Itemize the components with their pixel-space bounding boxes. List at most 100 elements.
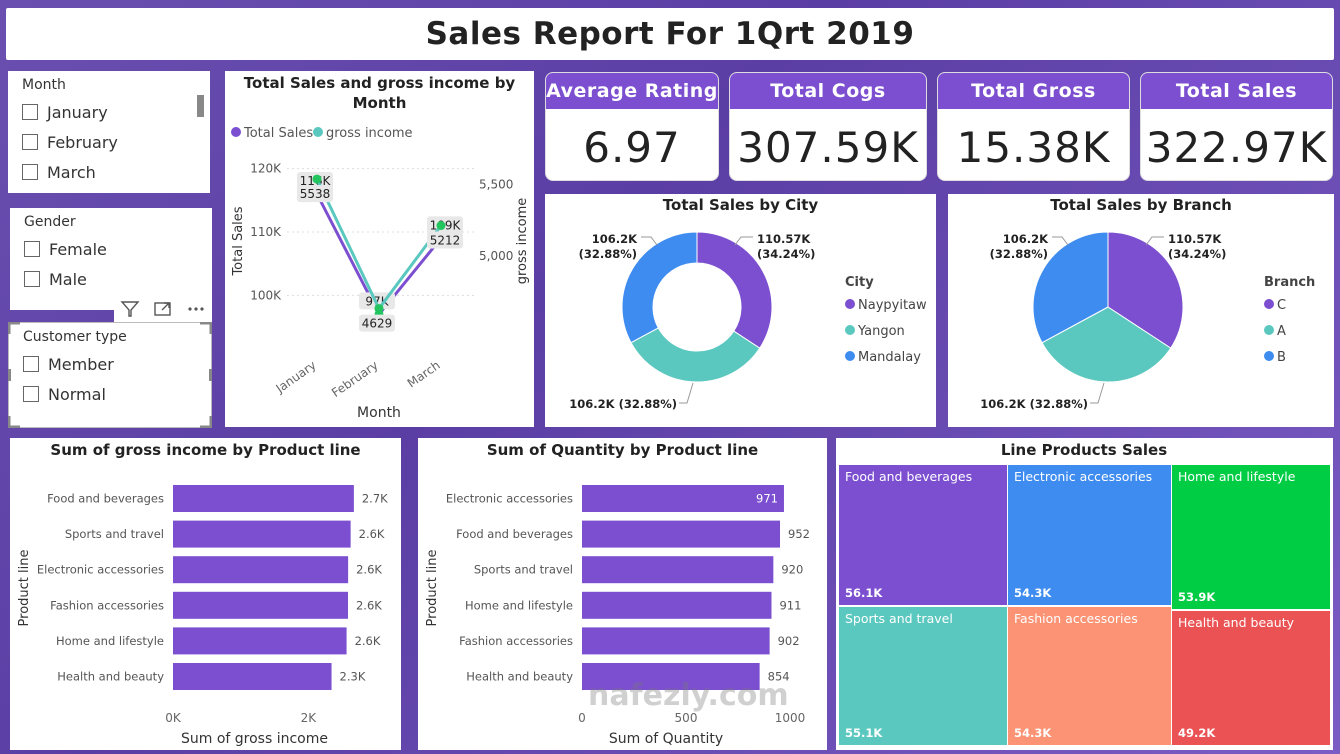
bar-value-label: 911: [779, 598, 801, 612]
leader-line: [1145, 236, 1164, 246]
kpi-label: Average Rating: [546, 73, 718, 109]
bar-value-label: 971: [756, 492, 778, 506]
legend-marker: [1264, 351, 1274, 361]
report-title-bar: Sales Report For 1Qrt 2019: [6, 8, 1334, 60]
kpi-value: 15.38K: [956, 123, 1111, 172]
gender-option-male[interactable]: Male: [24, 264, 198, 294]
legend-label: Yangon: [857, 324, 905, 339]
slicer-scrollbar[interactable]: [197, 95, 204, 117]
y2-axis-label: gross income: [515, 198, 530, 285]
focus-mode-icon[interactable]: [153, 300, 173, 318]
report-title: Sales Report For 1Qrt 2019: [425, 16, 915, 52]
x-tick-label: 0K: [165, 711, 182, 725]
checkbox[interactable]: [23, 386, 39, 402]
tile-name: Health and beauty: [1178, 615, 1295, 630]
x-axis-label: Month: [357, 405, 401, 421]
checkbox[interactable]: [22, 134, 38, 150]
bar-value-label: 952: [788, 527, 810, 541]
legend-label: gross income: [326, 126, 413, 141]
tile-name: Fashion accessories: [1014, 611, 1138, 626]
bar-value-label: 2.7K: [362, 492, 388, 506]
chart-title: Total Sales by Branch: [1050, 196, 1232, 214]
data-point: [436, 221, 446, 231]
treemap-tile: [1008, 607, 1171, 745]
kpi-value: 322.97K: [1145, 123, 1328, 172]
gender-option-female[interactable]: Female: [24, 234, 198, 264]
bar: [582, 556, 774, 584]
category-label: Home and lifestyle: [465, 598, 573, 612]
more-options-icon[interactable]: [186, 300, 206, 318]
chart-title: Line Products Sales: [1001, 441, 1167, 459]
kpi-total-sales: Total Sales 322.97K: [1140, 72, 1333, 181]
month-option-march[interactable]: March: [22, 157, 196, 187]
chart-title: Sum of gross income by Product line: [50, 441, 360, 459]
treemap-tile: [1008, 465, 1171, 605]
customer-type-slicer: Customer type Member Normal: [8, 322, 212, 428]
legend-title: Branch: [1264, 275, 1315, 290]
bar: [173, 485, 354, 512]
kpi-label: Total Sales: [1141, 73, 1332, 109]
legend-marker: [845, 299, 855, 309]
data-label: 4629: [362, 317, 393, 331]
checkbox[interactable]: [24, 241, 40, 257]
x-tick-label: January: [273, 358, 319, 396]
city-donut-panel: Total Sales by City 110.57K (34.24%) 106.2K…: [545, 194, 936, 427]
series-line: [315, 178, 443, 312]
category-label: Sports and travel: [65, 527, 164, 541]
checkbox[interactable]: [22, 164, 38, 180]
pie-slice: [1032, 231, 1109, 344]
kpi-label: Total Cogs: [730, 73, 926, 109]
x-axis-label: Sum of gross income: [181, 731, 328, 747]
kpi-value: 6.97: [583, 123, 681, 172]
checkbox[interactable]: [24, 271, 40, 287]
watermark: nafezly.com: [588, 678, 789, 713]
y-axis-label: Product line: [425, 550, 440, 627]
kpi-total-gross-income: Total Gross Income 15.38K: [937, 72, 1130, 181]
bar: [173, 556, 349, 584]
x-tick-label: 1000: [775, 711, 806, 725]
legend-label: B: [1277, 350, 1286, 365]
month-option-january[interactable]: January: [22, 97, 196, 127]
city-donut-chart: Total Sales by City 110.57K(34.24%) 106.2K…: [569, 196, 927, 411]
treemap-panel: Line Products Sales Food and beverages 56.…: [836, 438, 1333, 750]
bar-value-label: 902: [778, 634, 800, 648]
pie-slice: [621, 231, 698, 344]
bar-value-label: 920: [781, 563, 803, 577]
tile-name: Home and lifestyle: [1178, 469, 1296, 484]
data-label: 5538: [300, 187, 331, 201]
y2-tick-label: 5,000: [479, 249, 513, 263]
checkbox[interactable]: [22, 104, 38, 120]
filter-icon[interactable]: [120, 300, 140, 318]
bar: [582, 520, 781, 548]
customer-type-slicer-header: Customer type: [23, 329, 127, 345]
checkbox[interactable]: [23, 356, 39, 372]
bar: [582, 591, 772, 619]
bar-value-label: 854: [768, 670, 790, 684]
customer-option-normal[interactable]: Normal: [23, 379, 197, 409]
branch-pie-chart: Total Sales by Branch 110.57K(34.24%) 106.…: [980, 196, 1315, 411]
bar: [173, 520, 351, 548]
x-tick-label: February: [329, 358, 381, 400]
bar-value-label: 2.6K: [359, 527, 385, 541]
legend-label: A: [1277, 324, 1286, 339]
option-label: Male: [49, 269, 87, 289]
bar-value-label: 2.6K: [356, 563, 382, 577]
legend-marker: [313, 127, 323, 137]
y-axis-label: Total Sales: [231, 206, 246, 276]
leader-line: [1052, 236, 1069, 246]
gender-slicer-header: Gender: [24, 214, 76, 230]
tile-name: Food and beverages: [845, 469, 972, 484]
slice-label: (34.24%): [1168, 247, 1226, 261]
chart-title: Sum of Quantity by Product line: [487, 441, 758, 459]
y-axis-label: Product line: [17, 550, 32, 627]
bar: [173, 663, 332, 690]
option-label: January: [47, 102, 108, 122]
month-option-february[interactable]: February: [22, 127, 196, 157]
branch-pie-panel: Total Sales by Branch 110.57K (34.24%) 106.…: [948, 194, 1334, 427]
tile-value: 55.1K: [845, 726, 883, 740]
leader-line: [641, 236, 658, 246]
legend-marker: [231, 127, 241, 137]
customer-option-member[interactable]: Member: [23, 349, 197, 379]
data-label-bg: [359, 314, 395, 332]
y-tick-label: 110K: [250, 225, 282, 239]
